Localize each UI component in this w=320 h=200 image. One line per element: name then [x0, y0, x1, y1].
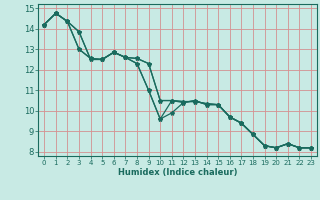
X-axis label: Humidex (Indice chaleur): Humidex (Indice chaleur) — [118, 168, 237, 177]
